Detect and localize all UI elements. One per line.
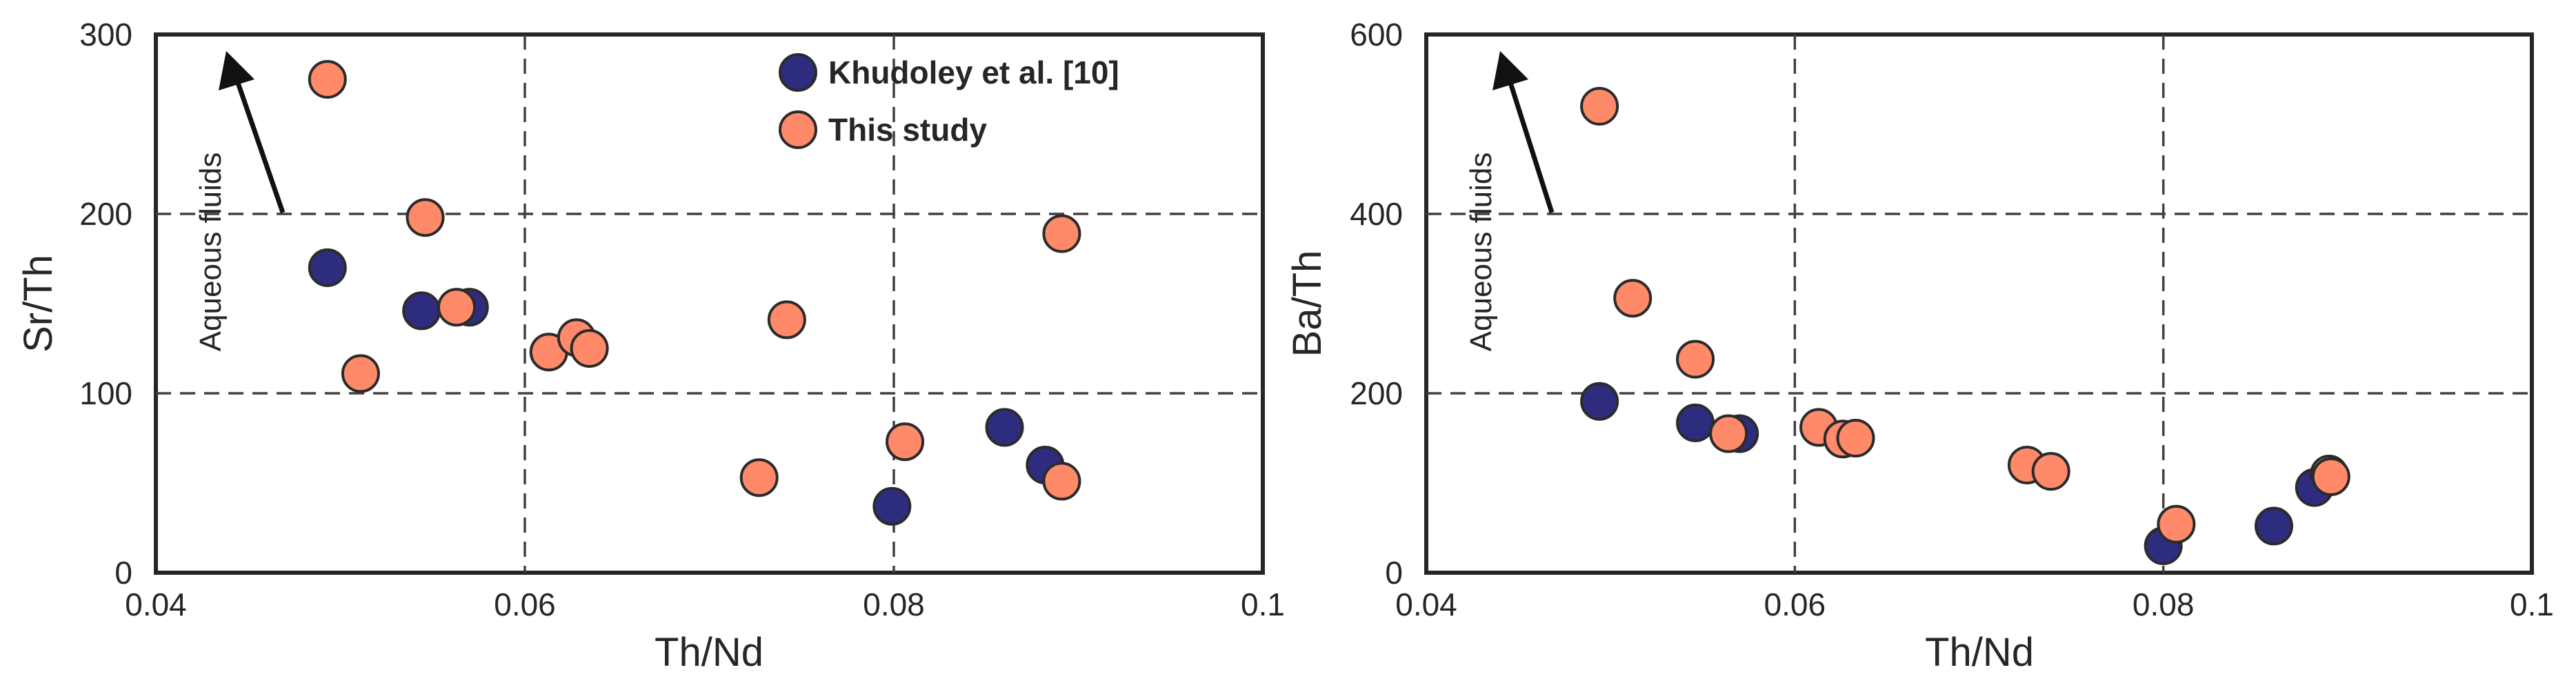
- this-study-data-point: [341, 354, 380, 393]
- y-axis-label: Sr/Th: [16, 255, 61, 353]
- y-axis-label: Ba/Th: [1285, 250, 1330, 357]
- grid-lines: [156, 34, 1263, 573]
- khudoley-data-point: [1676, 403, 1715, 442]
- axis-ticks: 0.04 0.06 0.08 0.1 0 200 400 600: [1350, 17, 2554, 622]
- khudoley-data-point: [985, 408, 1024, 447]
- this-study-data-point: [2157, 504, 2196, 544]
- aqueous-fluids-arrow: [1508, 81, 1555, 214]
- this-study-data-point: [1042, 214, 1081, 253]
- x-tick-label: 0.04: [125, 586, 187, 622]
- this-study-data-point: [1676, 339, 1715, 379]
- y-tick-label: 600: [1350, 17, 1403, 52]
- aqueous-fluids-arrow: [235, 81, 286, 214]
- chart-panel-sr-th: 0.04 0.06 0.08 0.1 0 100 200 300 Aqueous fluids…: [16, 17, 1285, 675]
- y-tick-label: 300: [79, 17, 132, 52]
- khudoley-data-point: [308, 248, 347, 287]
- x-axis-label: Th/Nd: [1925, 630, 2034, 675]
- plot-frame: [154, 32, 1265, 575]
- plot-frame: [1424, 32, 2534, 575]
- khudoley-data-point: [402, 291, 441, 331]
- this-study-data-point: [1580, 87, 1619, 126]
- this-study-data-point: [570, 329, 609, 368]
- x-tick-label: 0.1: [2510, 586, 2554, 622]
- data-points: [1580, 87, 2350, 565]
- axis-ticks: 0.04 0.06 0.08 0.1 0 100 200 300: [79, 17, 1285, 622]
- this-study-data-point: [886, 422, 925, 462]
- khudoley-data-point: [2254, 506, 2293, 546]
- aqueous-fluids-label: Aqueous fluids: [1464, 152, 1498, 352]
- legend-marker-khudoley: [779, 53, 817, 92]
- this-study-data-point: [767, 300, 806, 339]
- aqueous-fluids-arrowhead: [219, 51, 254, 90]
- this-study-data-point: [1709, 414, 1748, 453]
- x-axis-label: Th/Nd: [655, 630, 763, 675]
- this-study-data-point: [2031, 452, 2070, 491]
- x-tick-label: 0.1: [1241, 586, 1285, 622]
- this-study-data-point: [1836, 419, 1875, 457]
- y-tick-label: 100: [79, 375, 132, 411]
- chart-panel-ba-th: 0.04 0.06 0.08 0.1 0 200 400 600 Aqueous fluids…: [1285, 17, 2554, 675]
- this-study-data-point: [406, 198, 445, 237]
- this-study-data-point: [1613, 279, 1653, 318]
- this-study-data-point: [739, 458, 779, 497]
- legend: Khudoley et al. [10] This study: [779, 53, 1119, 149]
- khudoley-data-point: [1580, 382, 1619, 421]
- grid-lines: [1426, 34, 2532, 573]
- x-tick-label: 0.06: [1764, 586, 1826, 622]
- aqueous-fluids-label: Aqueous fluids: [194, 152, 228, 352]
- y-tick-label: 400: [1350, 196, 1403, 232]
- this-study-data-point: [437, 288, 477, 327]
- x-tick-label: 0.08: [863, 586, 925, 622]
- legend-marker-this-study: [779, 110, 817, 149]
- khudoley-data-point: [872, 486, 912, 526]
- y-tick-label: 0: [1385, 555, 1403, 591]
- y-tick-label: 0: [114, 555, 132, 591]
- this-study-data-point: [308, 60, 347, 99]
- aqueous-fluids-arrowhead: [1492, 51, 1528, 90]
- this-study-data-point: [2311, 457, 2350, 496]
- this-study-data-point: [1042, 462, 1081, 501]
- legend-label-this-study: This study: [828, 112, 987, 148]
- x-tick-label: 0.08: [2133, 586, 2195, 622]
- legend-label-khudoley: Khudoley et al. [10]: [828, 55, 1119, 90]
- y-tick-label: 200: [79, 196, 132, 232]
- data-points: [308, 60, 1081, 526]
- x-tick-label: 0.04: [1395, 586, 1457, 622]
- x-tick-label: 0.06: [494, 586, 556, 622]
- y-tick-label: 200: [1350, 375, 1403, 411]
